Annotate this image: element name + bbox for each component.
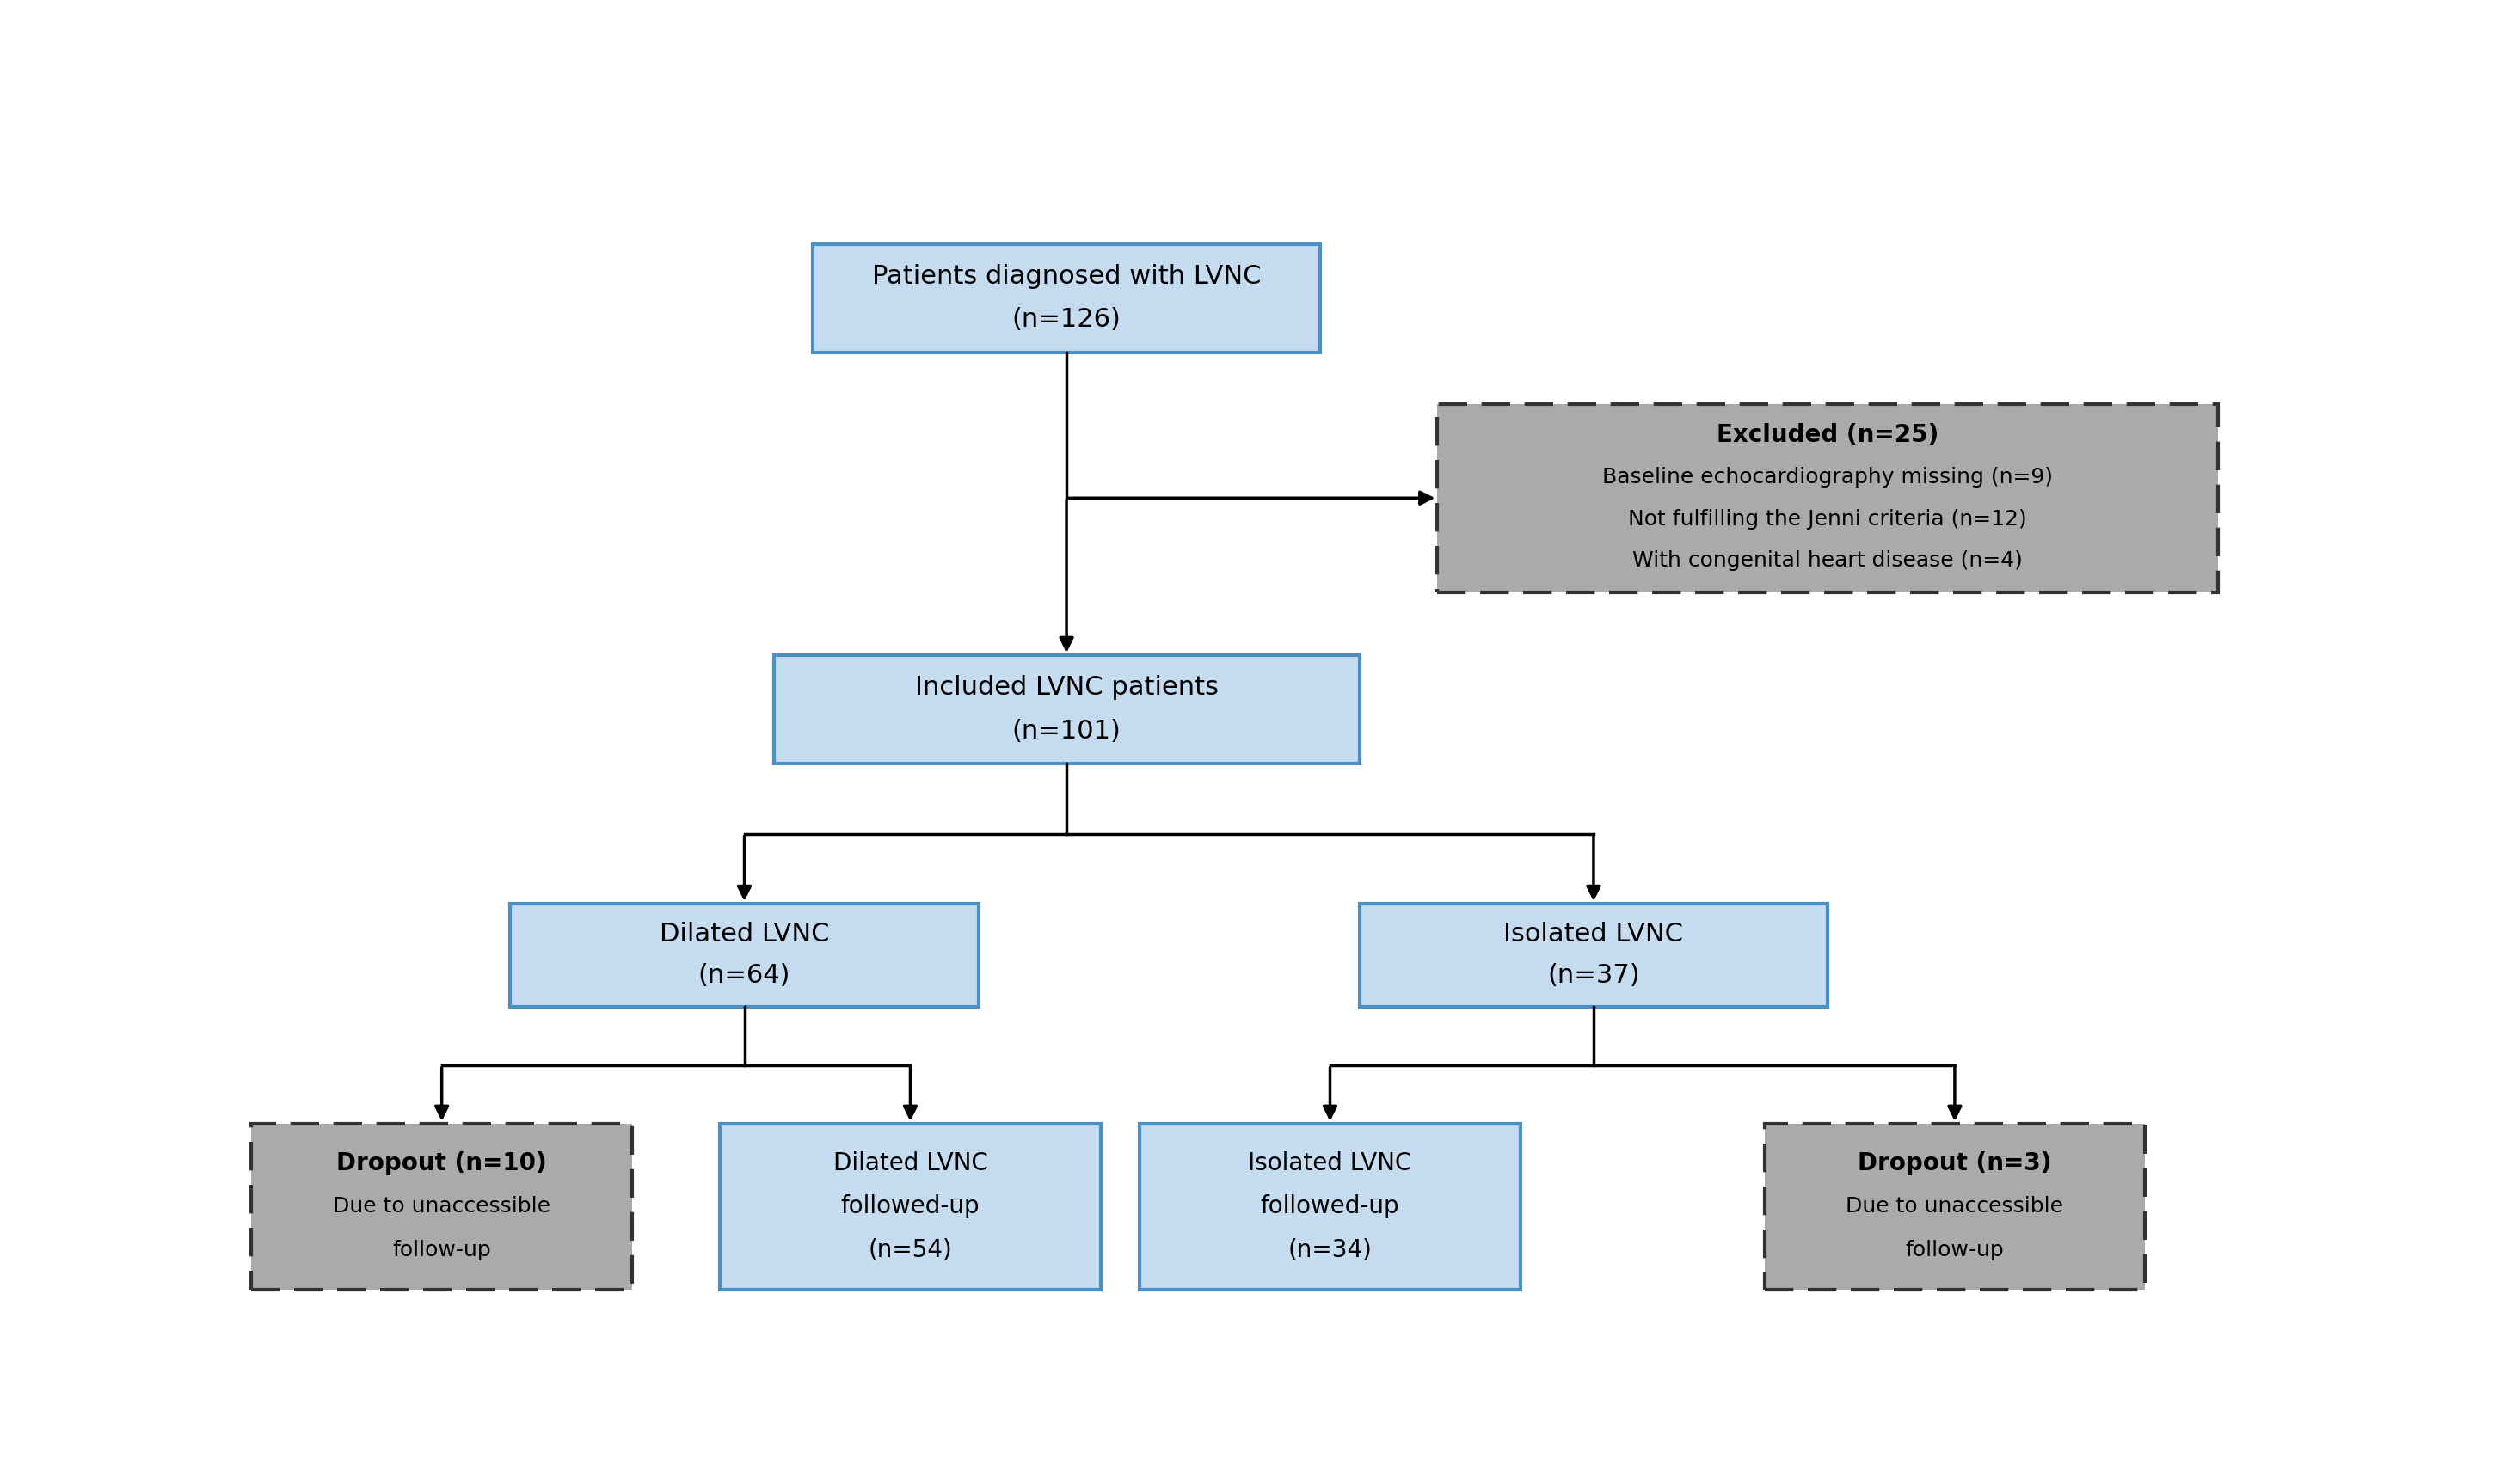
Text: With congenital heart disease (n=4): With congenital heart disease (n=4) <box>1632 551 2023 571</box>
Text: follow-up: follow-up <box>1904 1239 2005 1260</box>
Text: (n=64): (n=64) <box>698 963 791 988</box>
Text: Dropout (n=3): Dropout (n=3) <box>1859 1152 2050 1175</box>
Text: Due to unaccessible: Due to unaccessible <box>333 1196 552 1217</box>
Text: Dilated LVNC: Dilated LVNC <box>660 922 829 947</box>
FancyBboxPatch shape <box>1139 1123 1521 1290</box>
Text: Excluded (n=25): Excluded (n=25) <box>1718 423 1940 447</box>
Text: followed-up: followed-up <box>1260 1195 1401 1218</box>
Text: (n=34): (n=34) <box>1287 1238 1373 1261</box>
Text: Patients diagnosed with LVNC: Patients diagnosed with LVNC <box>872 264 1262 289</box>
FancyBboxPatch shape <box>252 1123 632 1290</box>
Text: Baseline echocardiography missing (n=9): Baseline echocardiography missing (n=9) <box>1602 467 2053 487</box>
Text: Included LVNC patients: Included LVNC patients <box>914 675 1219 700</box>
FancyBboxPatch shape <box>1438 404 2219 592</box>
FancyBboxPatch shape <box>1360 904 1829 1006</box>
Text: Due to unaccessible: Due to unaccessible <box>1846 1196 2063 1217</box>
Text: followed-up: followed-up <box>841 1195 980 1218</box>
FancyBboxPatch shape <box>773 654 1360 764</box>
Text: Dropout (n=10): Dropout (n=10) <box>338 1152 547 1175</box>
Text: (n=101): (n=101) <box>1013 718 1121 743</box>
Text: (n=54): (n=54) <box>869 1238 952 1261</box>
FancyBboxPatch shape <box>509 904 977 1006</box>
Text: follow-up: follow-up <box>393 1239 491 1260</box>
Text: (n=37): (n=37) <box>1547 963 1640 988</box>
Text: Not fulfilling the Jenni criteria (n=12): Not fulfilling the Jenni criteria (n=12) <box>1627 509 2028 530</box>
Text: Dilated LVNC: Dilated LVNC <box>834 1152 987 1175</box>
Text: Isolated LVNC: Isolated LVNC <box>1249 1152 1411 1175</box>
FancyBboxPatch shape <box>814 243 1320 352</box>
FancyBboxPatch shape <box>720 1123 1101 1290</box>
Text: (n=126): (n=126) <box>1013 307 1121 332</box>
Text: Isolated LVNC: Isolated LVNC <box>1504 922 1683 947</box>
FancyBboxPatch shape <box>1763 1123 2146 1290</box>
